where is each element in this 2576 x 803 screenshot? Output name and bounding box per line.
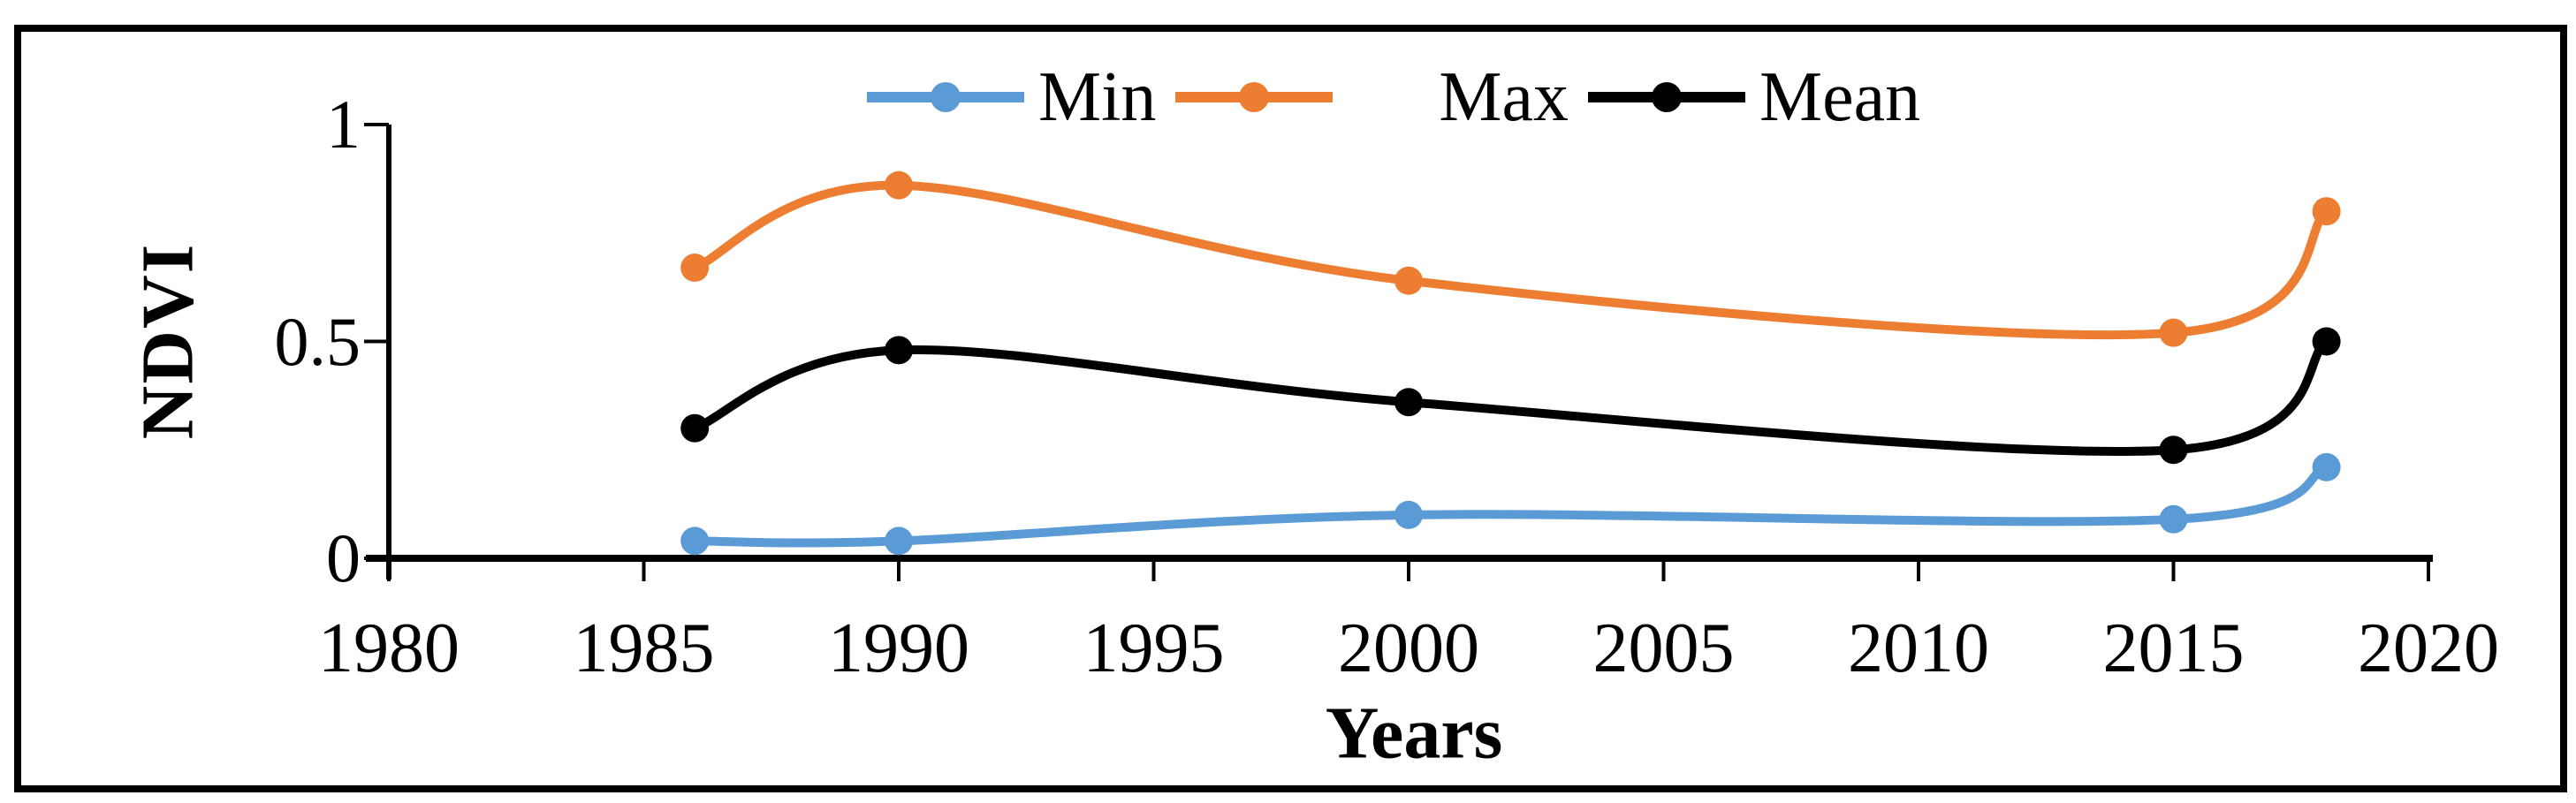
legend: Min Max Mean <box>865 60 1920 134</box>
x-tick-label-1995: 1995 <box>1083 610 1225 687</box>
series-line-mean <box>690 337 2331 457</box>
legend-marker-min <box>931 82 961 112</box>
data-point-max-1990 <box>885 170 913 200</box>
y-tick-label-0.5: 0.5 <box>274 302 361 380</box>
data-point-max-2018 <box>2312 197 2341 226</box>
data-point-min-2018 <box>2312 452 2341 481</box>
data-point-min-2000 <box>1394 500 1423 529</box>
y-tick-label-0: 0 <box>326 519 361 596</box>
data-point-min-1986 <box>680 526 710 556</box>
data-point-mean-1990 <box>885 336 913 365</box>
data-point-max-1986 <box>680 254 710 283</box>
data-point-mean-2018 <box>2312 327 2341 356</box>
x-tick-label-2000: 2000 <box>1338 610 1479 687</box>
legend-swatch-mean <box>1588 82 1745 112</box>
data-point-min-1990 <box>885 526 913 556</box>
x-tick-label-2005: 2005 <box>1592 610 1735 687</box>
y-tick-label-1: 1 <box>326 86 361 163</box>
x-tick-label-2020: 2020 <box>2358 610 2499 687</box>
data-point-mean-1986 <box>680 413 710 443</box>
x-tick-label-1980: 1980 <box>318 610 460 687</box>
x-axis-title: Years <box>1325 692 1503 775</box>
legend-label-mean: Mean <box>1759 58 1921 136</box>
series-line-max <box>690 180 2331 340</box>
series-line-min <box>690 462 2331 548</box>
legend-marker-max <box>1239 82 1270 112</box>
x-tick-label-1990: 1990 <box>828 610 969 687</box>
legend-swatch-max <box>1175 82 1334 112</box>
data-point-max-2000 <box>1394 266 1423 295</box>
x-tick-label-1985: 1985 <box>573 610 715 687</box>
x-tick-label-2015: 2015 <box>2102 610 2245 687</box>
data-point-mean-2015 <box>2159 436 2188 465</box>
legend-marker-mean <box>1652 82 1682 112</box>
data-point-max-2015 <box>2159 318 2188 347</box>
legend-label-min: Min <box>1038 58 1157 136</box>
legend-item-mean: Mean <box>1586 62 1920 133</box>
legend-label-max: Max <box>1439 58 1569 136</box>
legend-item-min: Min <box>865 62 1156 133</box>
legend-item-max: Max <box>1174 62 1569 133</box>
data-point-mean-2000 <box>1394 388 1423 417</box>
data-point-min-2015 <box>2159 504 2188 534</box>
figure-border <box>14 25 2567 792</box>
x-tick-label-2010: 2010 <box>1848 610 1989 687</box>
legend-swatch-min <box>867 82 1024 112</box>
